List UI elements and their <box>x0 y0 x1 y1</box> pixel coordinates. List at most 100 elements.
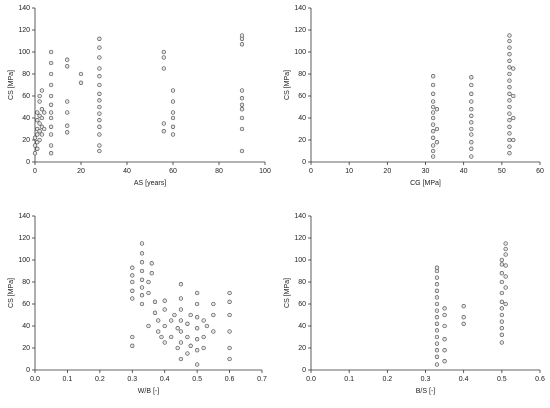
point <box>170 124 176 129</box>
point <box>178 296 184 301</box>
point <box>442 312 447 318</box>
point <box>507 33 512 38</box>
point <box>499 290 504 296</box>
y-tick-label: 120 <box>294 235 306 242</box>
point <box>430 148 436 154</box>
y-tick-label: 20 <box>22 137 30 144</box>
point <box>178 318 184 323</box>
point <box>97 124 102 129</box>
y-tick-label: 100 <box>294 257 306 264</box>
point <box>239 88 245 93</box>
x-tick-label: 20 <box>383 168 391 175</box>
point <box>48 132 54 137</box>
point <box>194 290 200 296</box>
point <box>507 45 512 50</box>
point <box>499 326 504 331</box>
point <box>97 45 102 50</box>
point <box>97 98 102 103</box>
point <box>461 315 466 320</box>
point <box>97 118 102 123</box>
point <box>434 321 440 326</box>
y-tick-label: 40 <box>298 323 306 330</box>
point <box>469 154 474 159</box>
x-tick-label: 100 <box>259 168 271 175</box>
point <box>507 151 512 156</box>
point <box>149 271 154 276</box>
point <box>97 74 102 79</box>
point <box>434 282 440 287</box>
y-axis-label: CS [MPa] <box>8 70 15 100</box>
y-tick-label: 20 <box>298 137 306 144</box>
point <box>48 82 54 88</box>
point <box>39 115 45 121</box>
point <box>430 143 436 148</box>
point <box>169 334 174 340</box>
point <box>130 343 135 348</box>
point <box>239 115 245 121</box>
point <box>175 326 180 331</box>
point <box>130 296 135 301</box>
x-tick-label: 30 <box>422 168 430 175</box>
x-tick-label: 0.2 <box>382 376 392 383</box>
point <box>503 246 508 252</box>
point <box>32 135 38 140</box>
point <box>239 42 245 47</box>
point <box>156 318 161 323</box>
y-tick-label: 140 <box>18 5 30 12</box>
point <box>170 132 176 137</box>
x-tick-label: 0.3 <box>421 376 431 383</box>
x-tick-label: 0.5 <box>497 376 507 383</box>
point <box>48 60 54 66</box>
point <box>78 80 84 85</box>
point <box>507 118 512 123</box>
point <box>201 334 206 340</box>
point <box>507 71 512 77</box>
point <box>430 115 436 121</box>
x-axis-label: CG [MPa] <box>410 180 441 187</box>
point <box>48 49 54 55</box>
point <box>152 310 158 315</box>
point <box>499 299 504 304</box>
point <box>503 301 508 307</box>
point <box>139 268 145 274</box>
point <box>499 340 504 345</box>
point <box>430 135 436 140</box>
point <box>194 362 200 367</box>
point <box>503 285 508 290</box>
point <box>159 334 164 340</box>
x-axis-label: AS [years] <box>134 180 166 187</box>
point <box>469 126 474 132</box>
point <box>211 329 216 334</box>
point <box>507 131 512 136</box>
point <box>130 273 135 278</box>
point <box>469 75 474 80</box>
point <box>469 140 474 145</box>
x-tick-label: 10 <box>345 168 353 175</box>
point <box>188 343 193 348</box>
point <box>507 104 512 110</box>
y-tick-label: 40 <box>298 115 306 122</box>
point <box>48 115 54 121</box>
x-tick-label: 50 <box>498 168 506 175</box>
point <box>430 74 436 79</box>
point <box>430 82 436 88</box>
x-tick-label: 40 <box>460 168 468 175</box>
y-axis-label: CS [MPa] <box>284 70 291 100</box>
point <box>469 91 474 96</box>
point <box>227 345 232 351</box>
point <box>469 99 474 104</box>
point <box>194 326 200 331</box>
point <box>511 115 516 121</box>
point <box>239 96 245 101</box>
point <box>503 241 508 246</box>
x-tick-label: 80 <box>215 168 223 175</box>
point <box>48 110 54 115</box>
point <box>65 64 70 69</box>
point <box>507 58 512 63</box>
y-tick-label: 40 <box>22 115 30 122</box>
point <box>507 111 512 116</box>
point <box>152 299 158 304</box>
point <box>434 334 440 340</box>
point <box>507 91 512 96</box>
point <box>507 137 512 143</box>
